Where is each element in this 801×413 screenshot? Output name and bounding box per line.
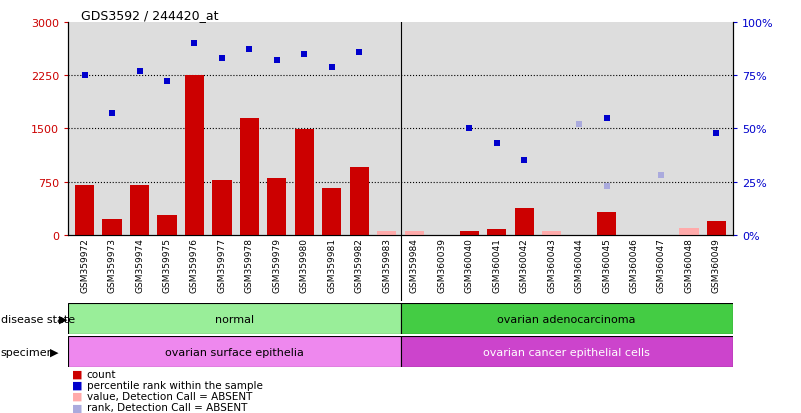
Text: GDS3592 / 244420_at: GDS3592 / 244420_at (82, 9, 219, 21)
Text: ■: ■ (72, 380, 83, 390)
Text: ▶: ▶ (58, 314, 67, 324)
Text: GSM359980: GSM359980 (300, 237, 309, 292)
Text: ovarian surface epithelia: ovarian surface epithelia (165, 347, 304, 357)
Text: GSM360045: GSM360045 (602, 237, 611, 292)
Text: value, Detection Call = ABSENT: value, Detection Call = ABSENT (87, 391, 252, 401)
Bar (68, 304, 400, 335)
Bar (295, 130, 314, 235)
Bar (542, 232, 562, 235)
Text: GSM359975: GSM359975 (163, 237, 171, 292)
Text: GSM360049: GSM360049 (712, 237, 721, 292)
Text: GSM359974: GSM359974 (135, 237, 144, 292)
Bar (514, 209, 533, 235)
Bar (405, 232, 424, 235)
Text: GSM360039: GSM360039 (437, 237, 446, 292)
Text: GSM359972: GSM359972 (80, 237, 89, 292)
Bar (103, 220, 122, 235)
Text: GSM360041: GSM360041 (492, 237, 501, 292)
Text: GSM360040: GSM360040 (465, 237, 473, 292)
Text: specimen: specimen (1, 347, 54, 357)
Bar (130, 186, 149, 235)
Text: GSM359984: GSM359984 (410, 237, 419, 292)
Text: ■: ■ (72, 402, 83, 412)
Text: rank, Detection Call = ABSENT: rank, Detection Call = ABSENT (87, 402, 247, 412)
Bar (268, 179, 287, 235)
Text: disease state: disease state (1, 314, 75, 324)
Text: GSM359976: GSM359976 (190, 237, 199, 292)
Bar (239, 119, 259, 235)
Bar (597, 213, 616, 235)
Text: GSM359977: GSM359977 (217, 237, 227, 292)
Text: ovarian cancer epithelial cells: ovarian cancer epithelial cells (483, 347, 650, 357)
Text: GSM360047: GSM360047 (657, 237, 666, 292)
Text: percentile rank within the sample: percentile rank within the sample (87, 380, 263, 390)
Text: ■: ■ (72, 391, 83, 401)
Text: GSM359973: GSM359973 (107, 237, 116, 292)
Text: GSM360044: GSM360044 (574, 237, 584, 292)
Text: GSM360043: GSM360043 (547, 237, 556, 292)
Bar (75, 186, 95, 235)
Text: GSM359982: GSM359982 (355, 237, 364, 292)
Bar (185, 76, 204, 235)
Text: GSM359983: GSM359983 (382, 237, 391, 292)
Text: normal: normal (215, 314, 254, 324)
Text: GSM360048: GSM360048 (685, 237, 694, 292)
Bar (157, 216, 176, 235)
Bar (350, 168, 369, 235)
Bar (377, 232, 396, 235)
Text: ■: ■ (72, 369, 83, 379)
Bar (487, 230, 506, 235)
Bar (460, 231, 479, 235)
Bar (322, 189, 341, 235)
Text: GSM359979: GSM359979 (272, 237, 281, 292)
Text: GSM359981: GSM359981 (328, 237, 336, 292)
Text: GSM360042: GSM360042 (520, 237, 529, 292)
Text: ovarian adenocarcinoma: ovarian adenocarcinoma (497, 314, 636, 324)
Text: GSM360046: GSM360046 (630, 237, 638, 292)
Bar (212, 180, 231, 235)
Text: ▶: ▶ (50, 347, 59, 357)
Bar (706, 221, 726, 235)
Text: GSM359978: GSM359978 (245, 237, 254, 292)
Bar (679, 228, 698, 235)
Bar (400, 337, 733, 368)
Bar (68, 337, 400, 368)
Text: count: count (87, 369, 116, 379)
Bar (400, 304, 733, 335)
